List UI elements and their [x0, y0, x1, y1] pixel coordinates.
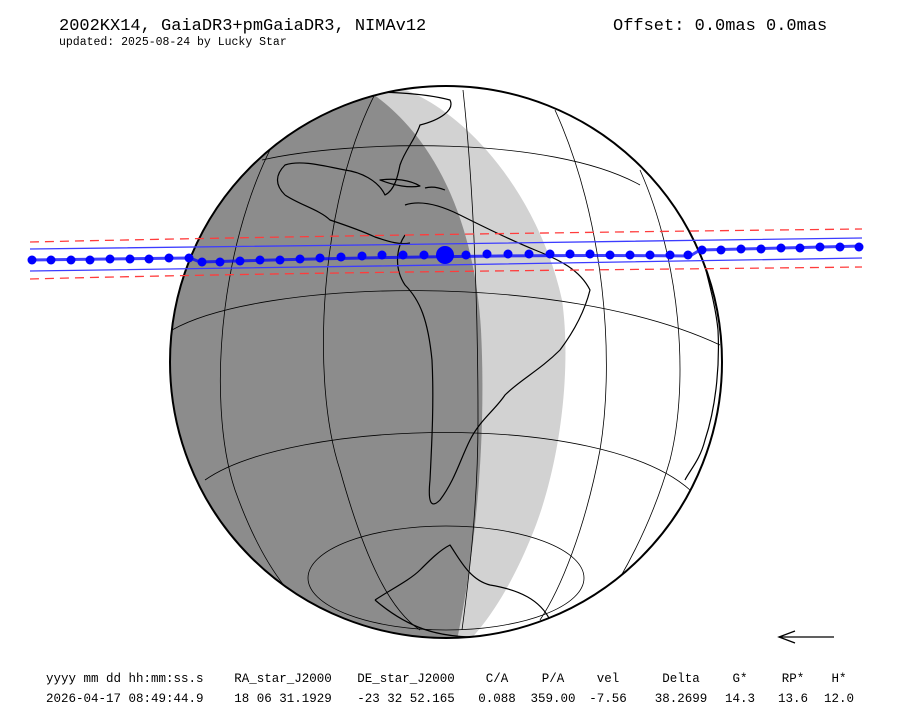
- graticule: [171, 89, 721, 631]
- val-ra: 18 06 31.1929: [234, 692, 332, 706]
- col-rp: RP*: [781, 672, 805, 686]
- offset-label: Offset: 0.0mas 0.0mas: [613, 17, 828, 36]
- direction-arrow-icon: [777, 630, 834, 644]
- col-de: DE_star_J2000: [357, 672, 455, 686]
- closest-approach-marker: [436, 246, 454, 264]
- val-de: -23 32 52.165: [357, 692, 455, 706]
- val-datetime: 2026-04-17 08:49:44.9: [46, 692, 204, 706]
- col-g: G*: [732, 672, 748, 686]
- globe-outline: [169, 85, 723, 639]
- col-delta: Delta: [662, 672, 700, 686]
- centerline-dots: [27, 242, 864, 267]
- night-shade: [170, 86, 483, 638]
- col-pa: P/A: [541, 672, 565, 686]
- table-header-row: yyyy mm dd hh:mm:ss.s RA_star_J2000 DE_s…: [0, 672, 900, 688]
- val-vel: -7.56: [589, 692, 627, 706]
- val-rp: 13.6: [777, 692, 809, 706]
- col-vel: vel: [596, 672, 620, 686]
- val-ca: 0.088: [478, 692, 516, 706]
- col-h: H*: [831, 672, 847, 686]
- event-title: 2002KX14, GaiaDR3+pmGaiaDR3, NIMAv12: [59, 17, 427, 36]
- col-ra: RA_star_J2000: [234, 672, 332, 686]
- shadow-path-limits: [29, 237, 863, 272]
- val-delta: 38.2699: [654, 692, 708, 706]
- val-g: 14.3: [724, 692, 756, 706]
- col-ca: C/A: [485, 672, 509, 686]
- table-row: 2026-04-17 08:49:44.9 18 06 31.1929 -23 …: [0, 692, 900, 708]
- update-note: updated: 2025-08-24 by Lucky Star: [59, 36, 287, 49]
- val-h: 12.0: [823, 692, 855, 706]
- val-pa: 359.00: [530, 692, 576, 706]
- col-datetime: yyyy mm dd hh:mm:ss.s: [46, 672, 204, 686]
